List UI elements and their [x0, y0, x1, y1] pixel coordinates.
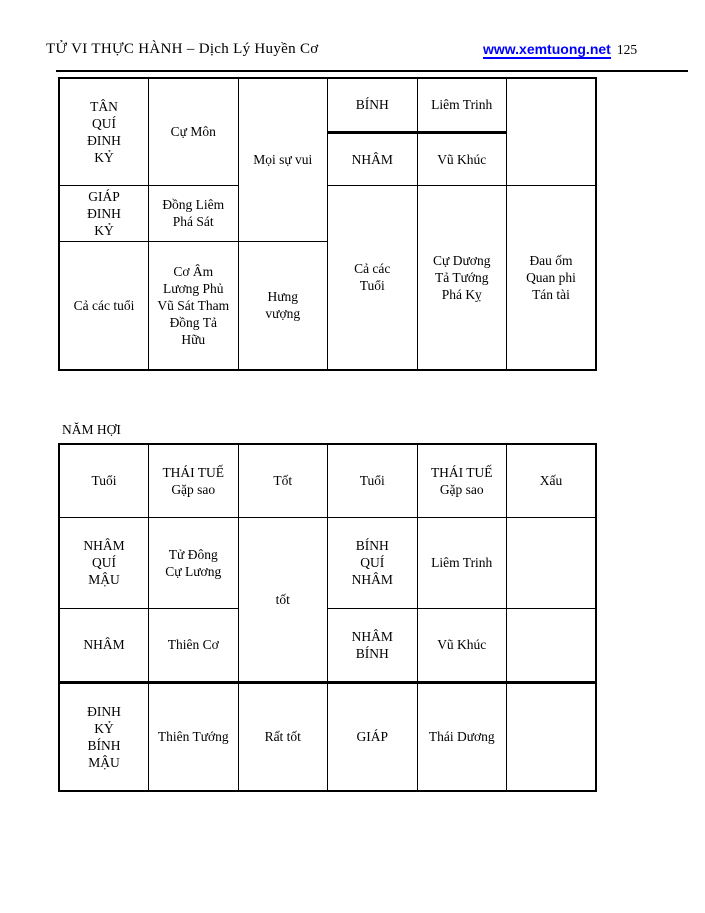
- cell-star-liem-trinh-2: Liêm Trinh: [416, 516, 507, 609]
- table-row: TÂN QUÍ ĐINH KỶ Cự Môn Mọi sự vui BÍNH L…: [58, 77, 597, 242]
- cell-ages-all: Cả các tuổi: [58, 240, 149, 371]
- doc-title: TỬ VI THỰC HÀNH – Dịch Lý Huyền Cơ: [46, 41, 319, 57]
- header-cell-xau: Xấu: [506, 443, 597, 518]
- cell-can-binh: BÍNH: [327, 77, 418, 134]
- astro-table-nam-hoi: Tuổi THÁI TUẾ Gặp sao Tốt Tuổi THÁI TUẾ …: [58, 443, 597, 792]
- cell-empty-r4: [506, 680, 597, 792]
- website-link[interactable]: www.xemtuong.net: [483, 41, 611, 59]
- cell-empty-top-right: [506, 77, 597, 186]
- header-cell-thai-tue-1: THÁI TUẾ Gặp sao: [148, 443, 239, 518]
- cell-ages-group1: TÂN QUÍ ĐINH KỶ: [58, 77, 149, 186]
- cell-note-dau-om: Đau ốm Quan phi Tán tài: [506, 184, 597, 371]
- cell-ages-nham-binh: NHÂM BÍNH: [327, 607, 418, 683]
- cell-can-nham: NHÂM: [327, 131, 418, 186]
- cell-star-thai-duong: Thái Dương: [416, 680, 507, 792]
- cell-star-cu-mon: Cự Môn: [148, 77, 239, 186]
- cell-note-rat-tot: Rất tốt: [237, 680, 328, 792]
- cell-star-tu-dong: Tử Đông Cự Lương: [148, 516, 239, 609]
- cell-ages-group2: GIÁP ĐINH KỶ: [58, 184, 149, 242]
- table-header-row: Tuổi THÁI TUẾ Gặp sao Tốt Tuổi THÁI TUẾ …: [58, 443, 597, 518]
- cell-star-co-am-group: Cơ Âm Lương Phủ Vũ Sát Tham Đồng Tả Hữu: [148, 240, 239, 371]
- cell-ages-binh-qui-nham: BÍNH QUÍ NHÂM: [327, 516, 418, 609]
- section-label-nam-hoi: NĂM HỢI: [62, 422, 121, 437]
- cell-note-hung-vuong: Hưng vượng: [237, 240, 328, 371]
- cell-star-thien-co: Thiên Cơ: [148, 607, 239, 683]
- table-row: NHÂM Thiên Cơ NHÂM BÍNH Vũ Khúc: [58, 607, 597, 683]
- cell-ages-giap: GIÁP: [327, 680, 418, 792]
- header-cell-thai-tue-2: THÁI TUẾ Gặp sao: [416, 443, 507, 518]
- cell-star-liem-trinh: Liêm Trinh: [416, 77, 507, 134]
- cell-note-tot: tốt: [237, 516, 328, 683]
- header-divider: [56, 70, 688, 72]
- table-row: Cả các tuổi Cơ Âm Lương Phủ Vũ Sát Tham …: [58, 240, 596, 371]
- doc-header-meta: www.xemtuong.net 125: [483, 41, 637, 59]
- cell-empty-r2: [506, 516, 597, 609]
- cell-ages-dinh-ky-binh-mau: ĐINH KỶ BÍNH MẬU: [58, 680, 149, 792]
- header-cell-tuoi-2: Tuổi: [327, 443, 418, 518]
- table-row: GIÁP ĐINH KỶ Đồng Liêm Phá Sát Cả các Tu…: [58, 184, 597, 371]
- table-row: ĐINH KỶ BÍNH MẬU Thiên Tướng Rất tốt GIÁ…: [58, 680, 597, 792]
- cell-note-moi-su-vui: Mọi sự vui: [237, 77, 328, 242]
- cell-ages-nham-qui-mau: NHÂM QUÍ MẬU: [58, 516, 149, 609]
- cell-star-thien-tuong: Thiên Tướng: [148, 680, 239, 792]
- cell-ages-nham: NHÂM: [58, 607, 149, 683]
- cell-ages-all-right: Cả các Tuổi: [327, 184, 418, 371]
- cell-star-vu-khuc: Vũ Khúc: [416, 131, 507, 186]
- table-row: NHÂM Vũ Khúc: [59, 131, 596, 186]
- cell-star-cu-duong-group: Cự Dương Tả Tướng Phá Kỵ: [416, 184, 507, 371]
- astro-table-top: TÂN QUÍ ĐINH KỶ Cự Môn Mọi sự vui BÍNH L…: [58, 77, 597, 371]
- table-row: NHÂM QUÍ MẬU Tử Đông Cự Lương tốt BÍNH Q…: [58, 516, 597, 683]
- page-number: 125: [616, 42, 638, 57]
- header-cell-tuoi-1: Tuổi: [58, 443, 149, 518]
- cell-star-dong-liem: Đồng Liêm Phá Sát: [148, 184, 239, 242]
- header-cell-tot: Tốt: [237, 443, 328, 518]
- cell-star-vu-khuc-2: Vũ Khúc: [416, 607, 507, 683]
- cell-empty-r3: [506, 607, 597, 683]
